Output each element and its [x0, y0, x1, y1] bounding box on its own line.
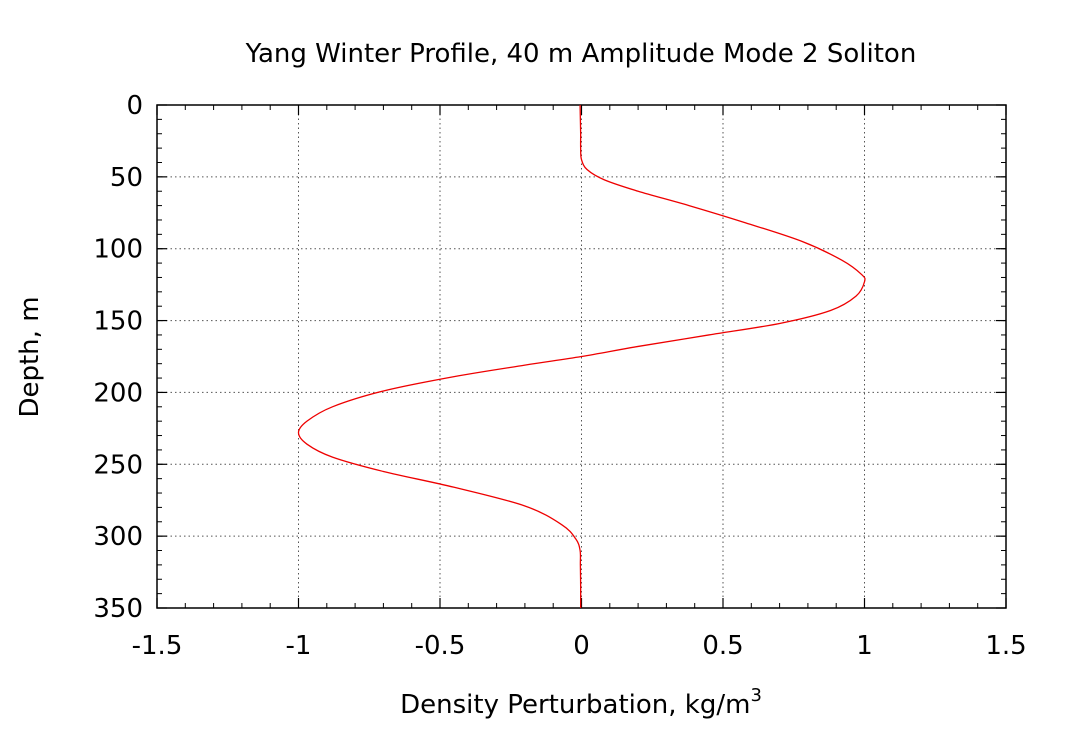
x-axis-label-main: Density Perturbation, kg/m [400, 690, 750, 720]
x-tick-label: -1 [286, 631, 312, 661]
grid [157, 105, 1006, 608]
y-tick-labels: 0 50 100 150 200 250 300 350 [93, 91, 143, 624]
chart-title: Yang Winter Profile, 40 m Amplitude Mode… [245, 39, 917, 69]
y-tick-label: 100 [93, 235, 143, 265]
y-tick-label: 350 [93, 594, 143, 624]
y-tick-label: 300 [93, 522, 143, 552]
x-tick-label: 0.5 [702, 631, 743, 661]
x-tick-label: 0 [573, 631, 590, 661]
y-tick-label: 200 [93, 378, 143, 408]
x-tick-label: -1.5 [132, 631, 183, 661]
x-tick-label: 1.5 [985, 631, 1026, 661]
series-line [297, 104, 866, 609]
x-tick-labels: -1.5 -1 -0.5 0 0.5 1 1.5 [132, 631, 1027, 661]
series-group [297, 104, 866, 609]
x-tick-label: 1 [856, 631, 873, 661]
ticks [156, 104, 1007, 609]
y-tick-label: 0 [126, 91, 143, 121]
y-tick-label: 50 [110, 163, 143, 193]
y-tick-label: 250 [93, 450, 143, 480]
y-axis-label: Depth, m [15, 296, 45, 417]
x-axis-label: Density Perturbation, kg/m3 [400, 685, 762, 720]
x-axis-label-superscript: 3 [750, 685, 761, 706]
x-tick-label: -0.5 [415, 631, 466, 661]
y-tick-label: 150 [93, 307, 143, 337]
